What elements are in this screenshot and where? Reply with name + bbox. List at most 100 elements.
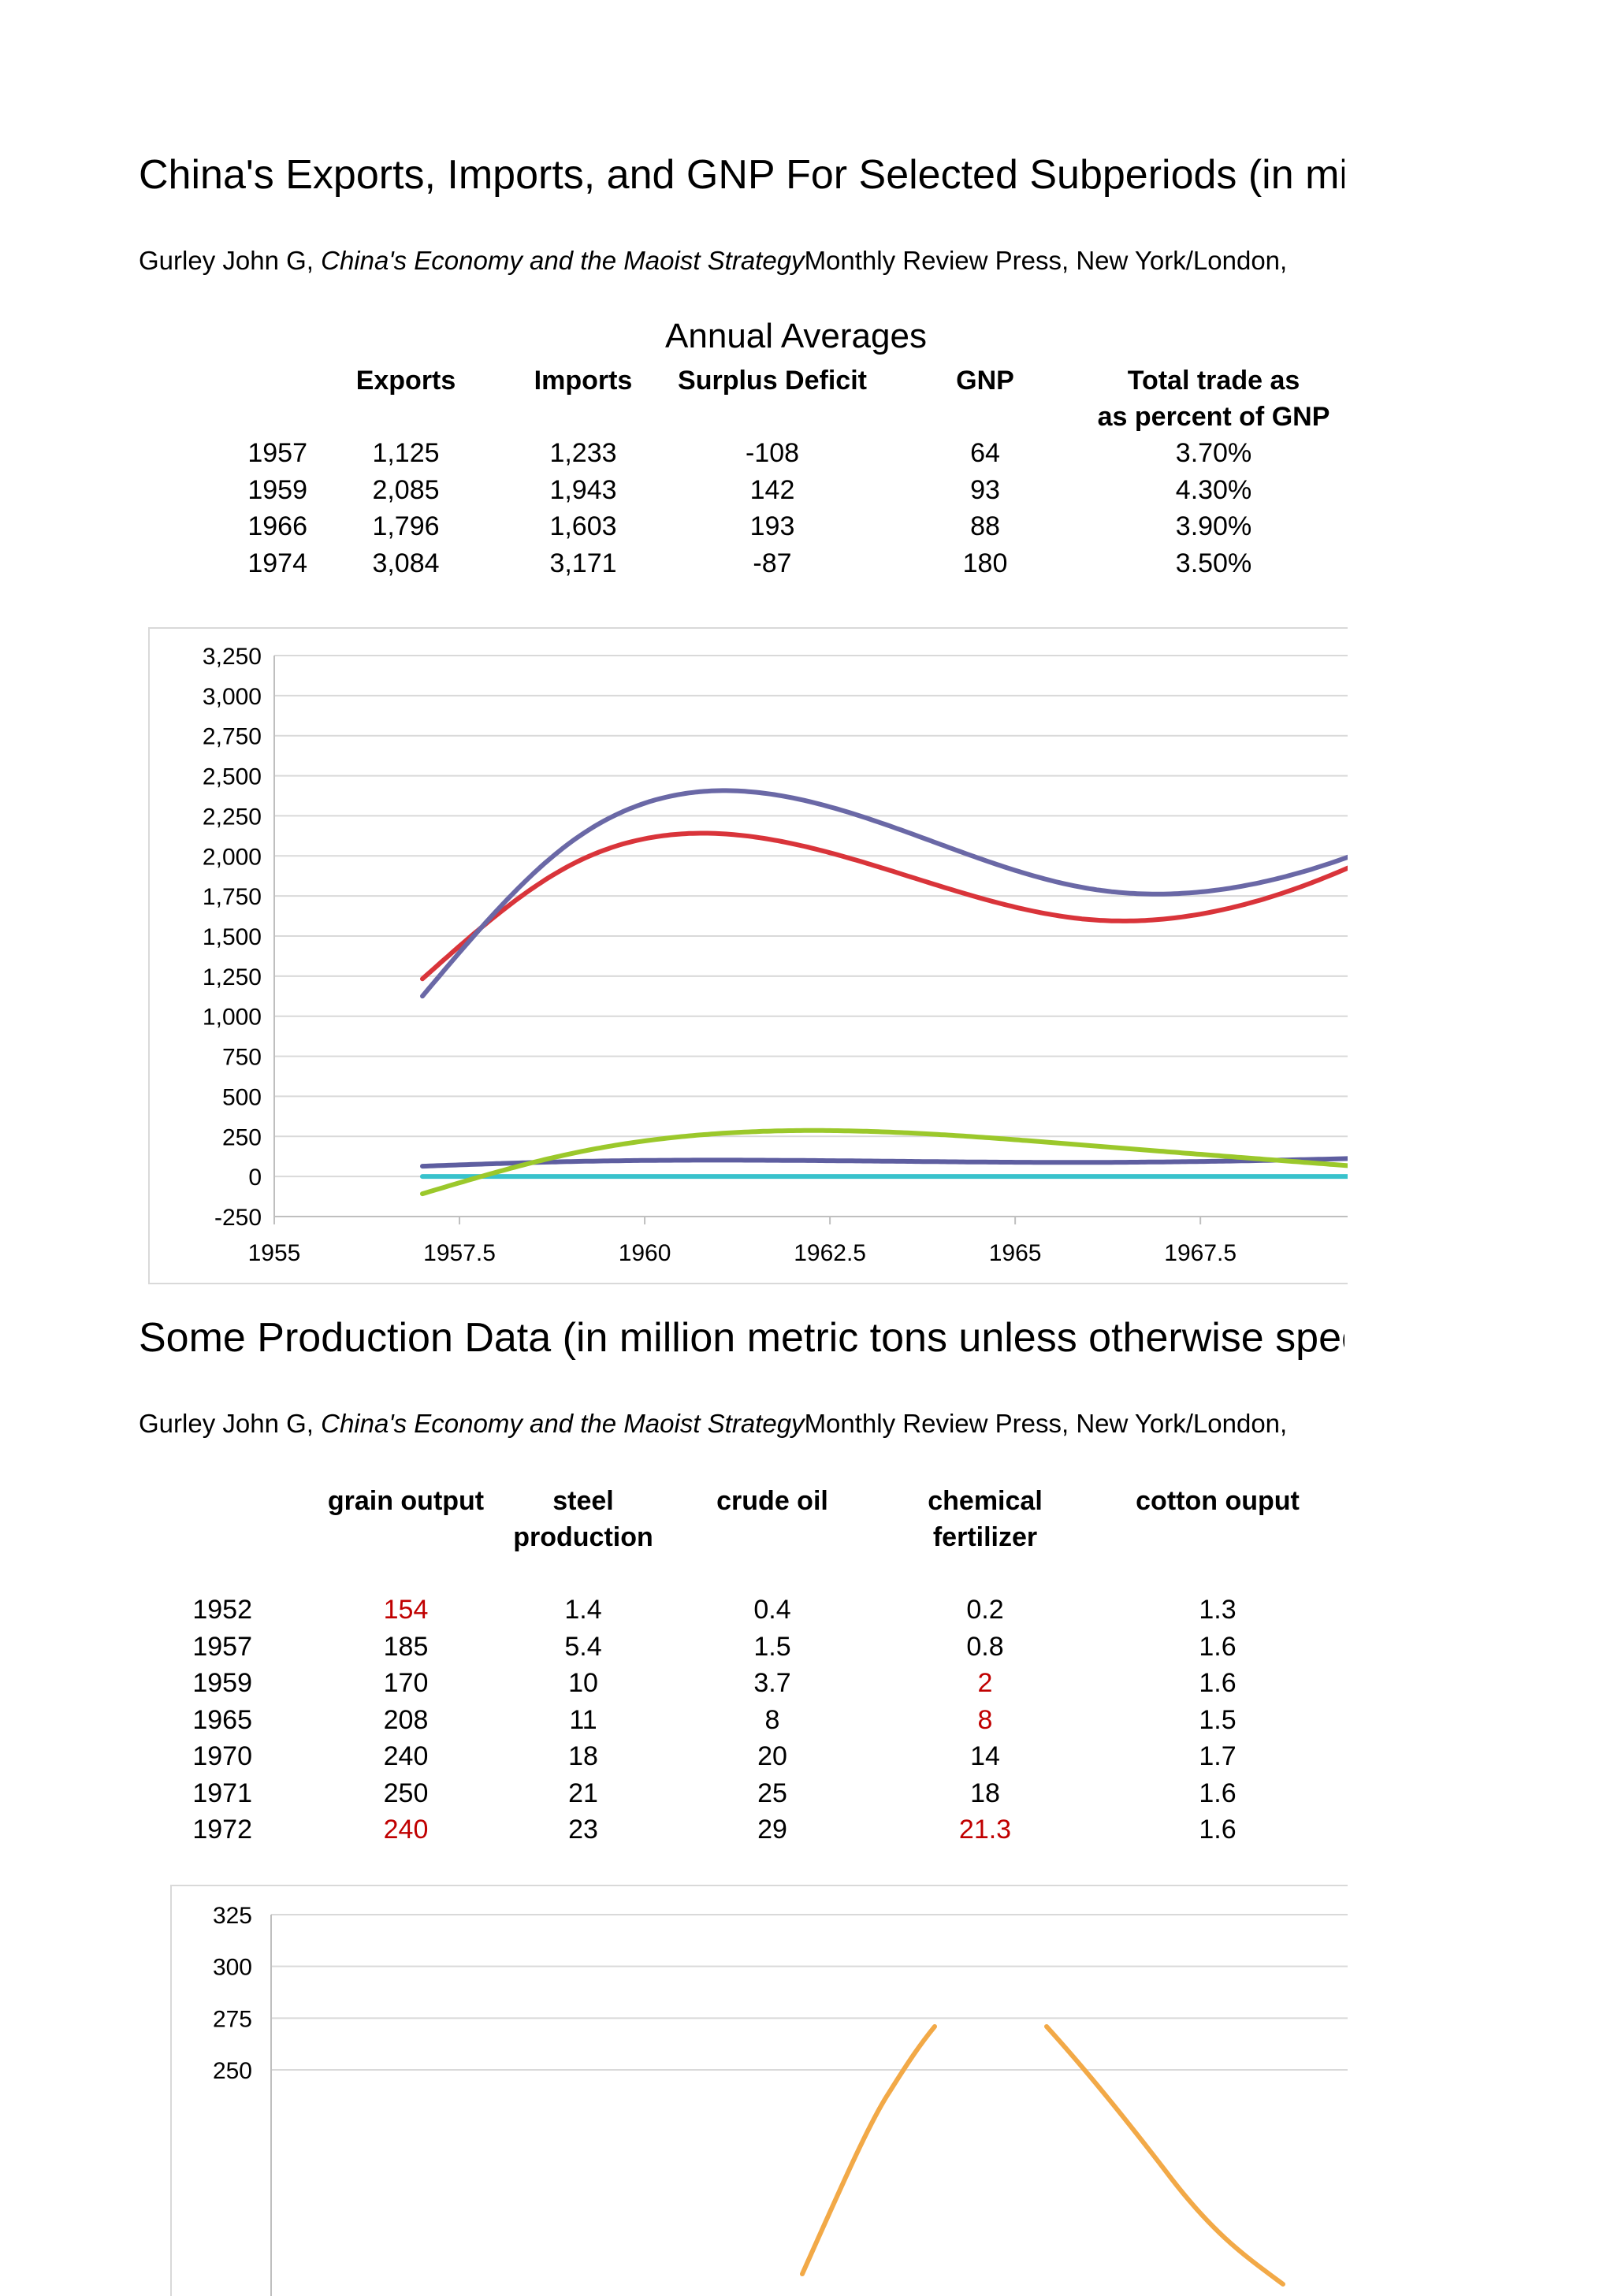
gnp-cell: 88 — [970, 511, 1000, 541]
citation-author: Gurley John G, — [139, 1409, 314, 1438]
y-tick-label: 3,000 — [203, 684, 262, 710]
col-header-surplus: Surplus Deficit — [678, 366, 867, 396]
production-chart: 325 300 275 250 — [170, 1885, 1348, 2296]
imports-cell: 1,943 — [549, 474, 617, 505]
imports-cell: 1,233 — [549, 438, 617, 468]
x-tick-label: 1965 — [989, 1240, 1042, 1266]
col-header-exports: Exports — [355, 366, 456, 396]
fertilizer-cell: 21.3 — [958, 1815, 1012, 1845]
series-imports-line — [420, 830, 1348, 982]
citation-publisher: Monthly Review Press, New York/London, — [804, 246, 1288, 275]
series-exports-line — [420, 788, 1348, 999]
steel-cell: 1.4 — [564, 1595, 602, 1625]
fertilizer-cell: 0.8 — [966, 1631, 1004, 1662]
section1-title: China's Exports, Imports, and GNP For Se… — [139, 152, 1344, 198]
grain-cell: 250 — [383, 1778, 429, 1808]
x-tick-label: 1967.5 — [1164, 1240, 1237, 1266]
oil-cell: 8 — [764, 1704, 780, 1735]
gnp-cell: 93 — [970, 474, 1000, 505]
oil-cell: 3.7 — [753, 1668, 791, 1698]
imports-cell: 3,171 — [549, 548, 617, 578]
citation-publisher: Monthly Review Press, New York/London, — [804, 1409, 1288, 1438]
trade-chart-svg: 3,250 3,000 2,750 2,500 2,250 2,000 1,750 1,500… — [203, 644, 1348, 1266]
col-header-line1: crude oil — [716, 1486, 828, 1516]
y-tick-label: 2,000 — [203, 844, 262, 870]
y-tick-label: 2,500 — [203, 764, 262, 790]
x-tick-label: 1957.5 — [423, 1240, 496, 1266]
steel-cell: 18 — [568, 1741, 598, 1771]
col-header-line1: steel — [552, 1486, 614, 1516]
y-tick-label: -250 — [214, 1205, 262, 1231]
section2-citation: Gurley John G, China's Economy and the M… — [139, 1409, 1344, 1439]
year-cell: 1965 — [192, 1704, 252, 1735]
cotton-cell: 1.5 — [1199, 1704, 1237, 1735]
cotton-cell: 1.6 — [1199, 1815, 1237, 1845]
cotton-cell: 1.6 — [1199, 1631, 1237, 1662]
steel-cell: 23 — [568, 1815, 598, 1845]
col-header-imports: Imports — [534, 366, 633, 396]
year-cell: 1966 — [247, 511, 307, 541]
col-header-line1: chemical — [928, 1486, 1043, 1516]
y-tick-label: 325 — [213, 1903, 252, 1929]
x-tick-label: 1960 — [619, 1240, 671, 1266]
series-gnp-line — [420, 1156, 1348, 1169]
y-tick-label: 2,750 — [203, 724, 262, 750]
section1-citation: Gurley John G, China's Economy and the M… — [139, 246, 1344, 276]
oil-cell: 20 — [757, 1741, 787, 1771]
steel-cell: 5.4 — [564, 1631, 602, 1662]
cotton-cell: 1.6 — [1199, 1668, 1237, 1698]
y-tick-label: 250 — [213, 2058, 252, 2084]
y-tick-label: 300 — [213, 1955, 252, 1981]
x-tick-label: 1955 — [248, 1240, 301, 1266]
year-cell: 1972 — [192, 1815, 252, 1845]
grain-cell: 240 — [383, 1815, 429, 1845]
col-header-line2: fertilizer — [932, 1522, 1038, 1552]
y-tick-label: 2,250 — [203, 804, 262, 830]
exports-cell: 3,084 — [372, 548, 440, 578]
cotton-cell: 1.3 — [1199, 1595, 1237, 1625]
steel-cell: 11 — [569, 1704, 597, 1735]
section2-title: Some Production Data (in million metric … — [139, 1315, 1344, 1361]
col-header-line2: production — [513, 1522, 653, 1552]
pct-cell: 3.70% — [1175, 438, 1252, 468]
y-tick-label: 1,250 — [203, 964, 262, 990]
y-tick-label: 0 — [248, 1165, 262, 1191]
grain-cell: 185 — [383, 1631, 429, 1662]
exports-cell: 2,085 — [372, 474, 440, 505]
fertilizer-cell: 0.2 — [966, 1595, 1004, 1625]
grain-cell: 240 — [383, 1741, 429, 1771]
year-cell: 1959 — [247, 474, 307, 505]
col-header-gnp: GNP — [956, 366, 1014, 396]
trade-chart: 3,250 3,000 2,750 2,500 2,250 2,000 1,750 1,500… — [148, 627, 1348, 1284]
col-header-pct-gnp: as percent of GNP — [1097, 402, 1330, 432]
y-tick-label: 750 — [222, 1045, 262, 1071]
grain-cell: 208 — [383, 1704, 429, 1735]
pct-cell: 3.50% — [1175, 548, 1252, 578]
year-cell: 1970 — [192, 1741, 252, 1771]
series-surplus-line — [420, 1128, 1348, 1197]
citation-book-title: China's Economy and the Maoist Strategy — [321, 246, 805, 275]
fertilizer-cell: 8 — [977, 1704, 993, 1735]
gnp-cell: 64 — [970, 438, 1000, 468]
series-grain-line-left — [800, 2024, 937, 2276]
oil-cell: 29 — [757, 1815, 787, 1845]
oil-cell: 25 — [757, 1778, 787, 1808]
fertilizer-cell: 14 — [970, 1741, 1000, 1771]
oil-cell: 0.4 — [753, 1595, 791, 1625]
year-cell: 1959 — [192, 1668, 252, 1698]
y-tick-label: 1,000 — [203, 1005, 262, 1031]
year-cell: 1952 — [192, 1595, 252, 1625]
group-header: Annual Averages — [665, 317, 927, 355]
y-tick-label: 250 — [222, 1124, 262, 1150]
col-header-line1: cotton ouput — [1136, 1486, 1300, 1516]
series-grain-line-right — [1044, 2024, 1285, 2287]
steel-cell: 10 — [568, 1668, 598, 1698]
surplus-cell: -87 — [753, 548, 792, 578]
fertilizer-cell: 2 — [977, 1668, 993, 1698]
pct-cell: 4.30% — [1175, 474, 1252, 505]
year-cell: 1971 — [192, 1778, 252, 1808]
year-cell: 1974 — [247, 548, 307, 578]
y-tick-label: 500 — [222, 1084, 262, 1110]
exports-cell: 1,796 — [372, 511, 440, 541]
y-tick-label: 3,250 — [203, 644, 262, 670]
